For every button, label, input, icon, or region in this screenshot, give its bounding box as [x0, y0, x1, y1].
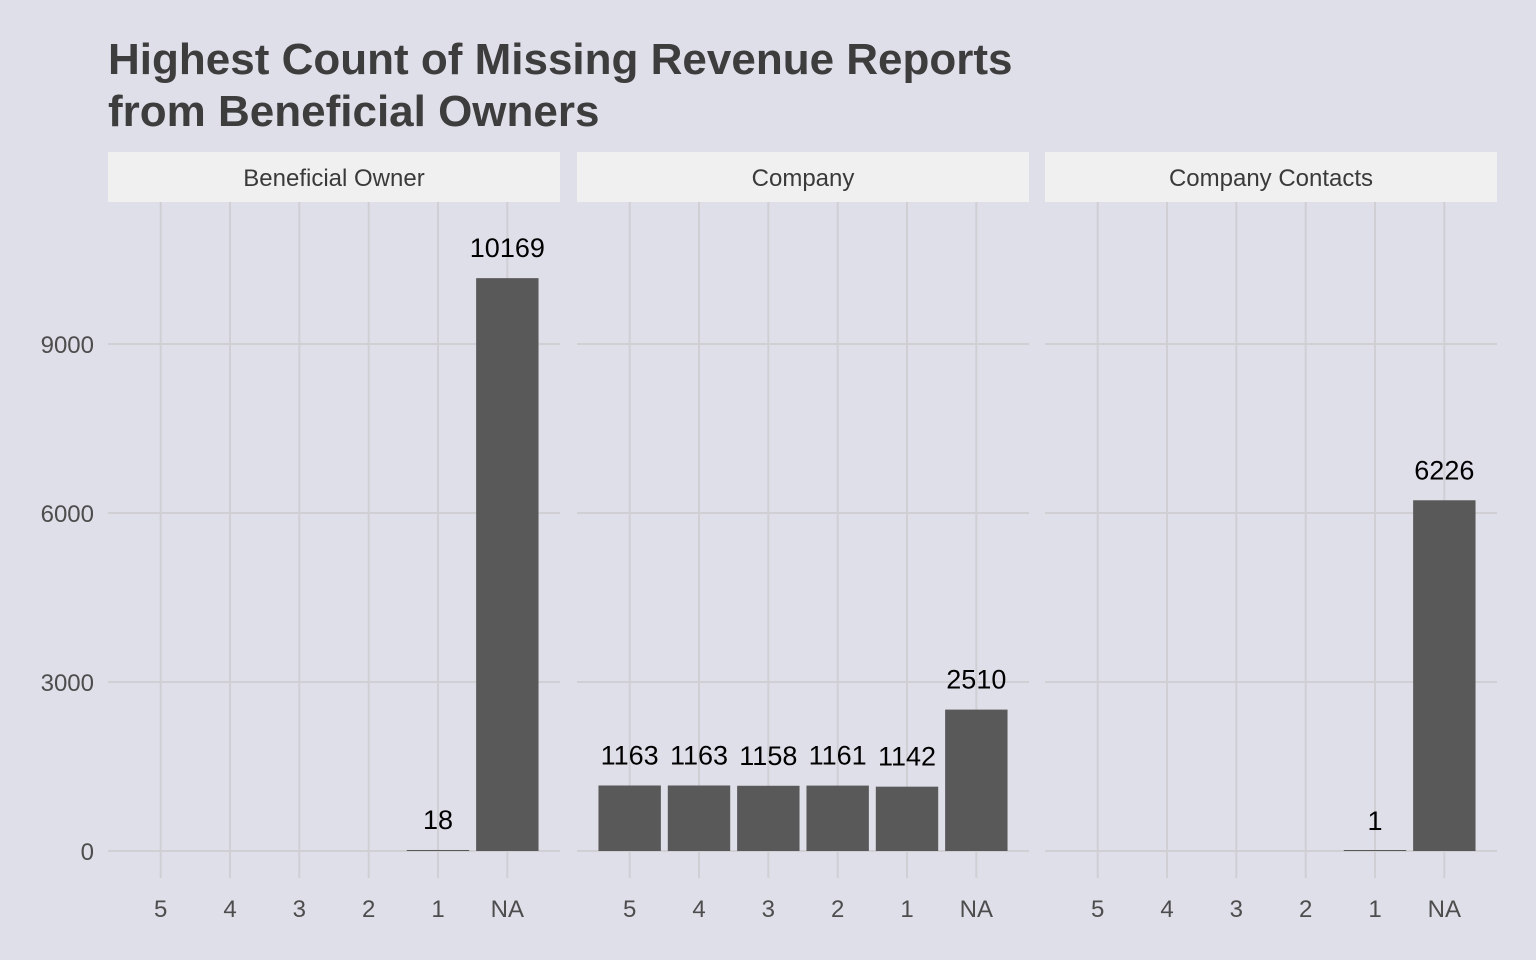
facet-strip-0 — [108, 152, 560, 202]
bar-1-NA — [945, 709, 1008, 851]
data-label-0-1: 18 — [423, 805, 453, 835]
x-tick-label-0-5: 5 — [154, 896, 167, 923]
bar-1-4 — [667, 785, 731, 851]
x-tick-label-0-1: 1 — [431, 896, 444, 923]
chart-title-line-2: from Beneficial Owners — [108, 87, 600, 136]
bar-1-5 — [598, 785, 661, 851]
data-label-1-NA: 2510 — [946, 665, 1006, 695]
x-tick-label-1-NA: NA — [960, 896, 993, 923]
x-tick-label-1-1: 1 — [900, 896, 913, 923]
x-tick-label-0-2: 2 — [362, 896, 375, 923]
data-label-1-5: 1163 — [601, 740, 659, 770]
x-tick-label-2-5: 5 — [1091, 896, 1104, 923]
data-label-1-4: 1163 — [670, 740, 728, 770]
bar-1-3 — [737, 785, 800, 851]
bar-2-NA — [1413, 500, 1476, 851]
facet-strip-1 — [577, 152, 1029, 202]
data-label-1-3: 1158 — [739, 741, 797, 771]
x-tick-label-1-4: 4 — [692, 896, 705, 923]
x-tick-label-0-4: 4 — [223, 896, 236, 923]
chart-title: Highest Count of Missing Revenue Reports… — [108, 34, 1013, 138]
facet-strip-2 — [1045, 152, 1497, 202]
facet-strip-label-1: Company — [752, 165, 855, 192]
x-tick-label-1-2: 2 — [831, 896, 844, 923]
data-label-2-1: 1 — [1367, 806, 1382, 836]
x-tick-label-2-1: 1 — [1368, 896, 1381, 923]
x-tick-label-2-3: 3 — [1230, 896, 1243, 923]
x-tick-label-2-4: 4 — [1160, 896, 1173, 923]
data-label-1-1: 1142 — [878, 742, 936, 772]
x-tick-label-0-3: 3 — [293, 896, 306, 923]
y-tick-label-0: 0 — [81, 839, 94, 866]
x-tick-label-0-NA: NA — [491, 896, 524, 923]
bar-2-1 — [1343, 850, 1407, 851]
data-label-2-NA: 6226 — [1414, 455, 1474, 485]
y-tick-label-9000: 9000 — [41, 332, 94, 359]
x-tick-label-1-3: 3 — [762, 896, 775, 923]
bar-1-1 — [875, 786, 939, 851]
bar-1-2 — [806, 785, 869, 851]
data-label-0-NA: 10169 — [470, 233, 545, 263]
y-tick-label-3000: 3000 — [41, 670, 94, 697]
y-tick-label-6000: 6000 — [41, 501, 94, 528]
x-tick-label-2-2: 2 — [1299, 896, 1312, 923]
bar-0-1 — [406, 849, 470, 851]
facet-strip-label-2: Company Contacts — [1169, 165, 1373, 192]
facet-strip-label-0: Beneficial Owner — [243, 165, 424, 192]
chart-title-line-1: Highest Count of Missing Revenue Reports — [108, 35, 1013, 84]
x-tick-label-1-5: 5 — [623, 896, 636, 923]
x-tick-label-2-NA: NA — [1428, 896, 1461, 923]
data-label-1-2: 1161 — [809, 741, 867, 771]
bar-0-NA — [476, 278, 539, 851]
